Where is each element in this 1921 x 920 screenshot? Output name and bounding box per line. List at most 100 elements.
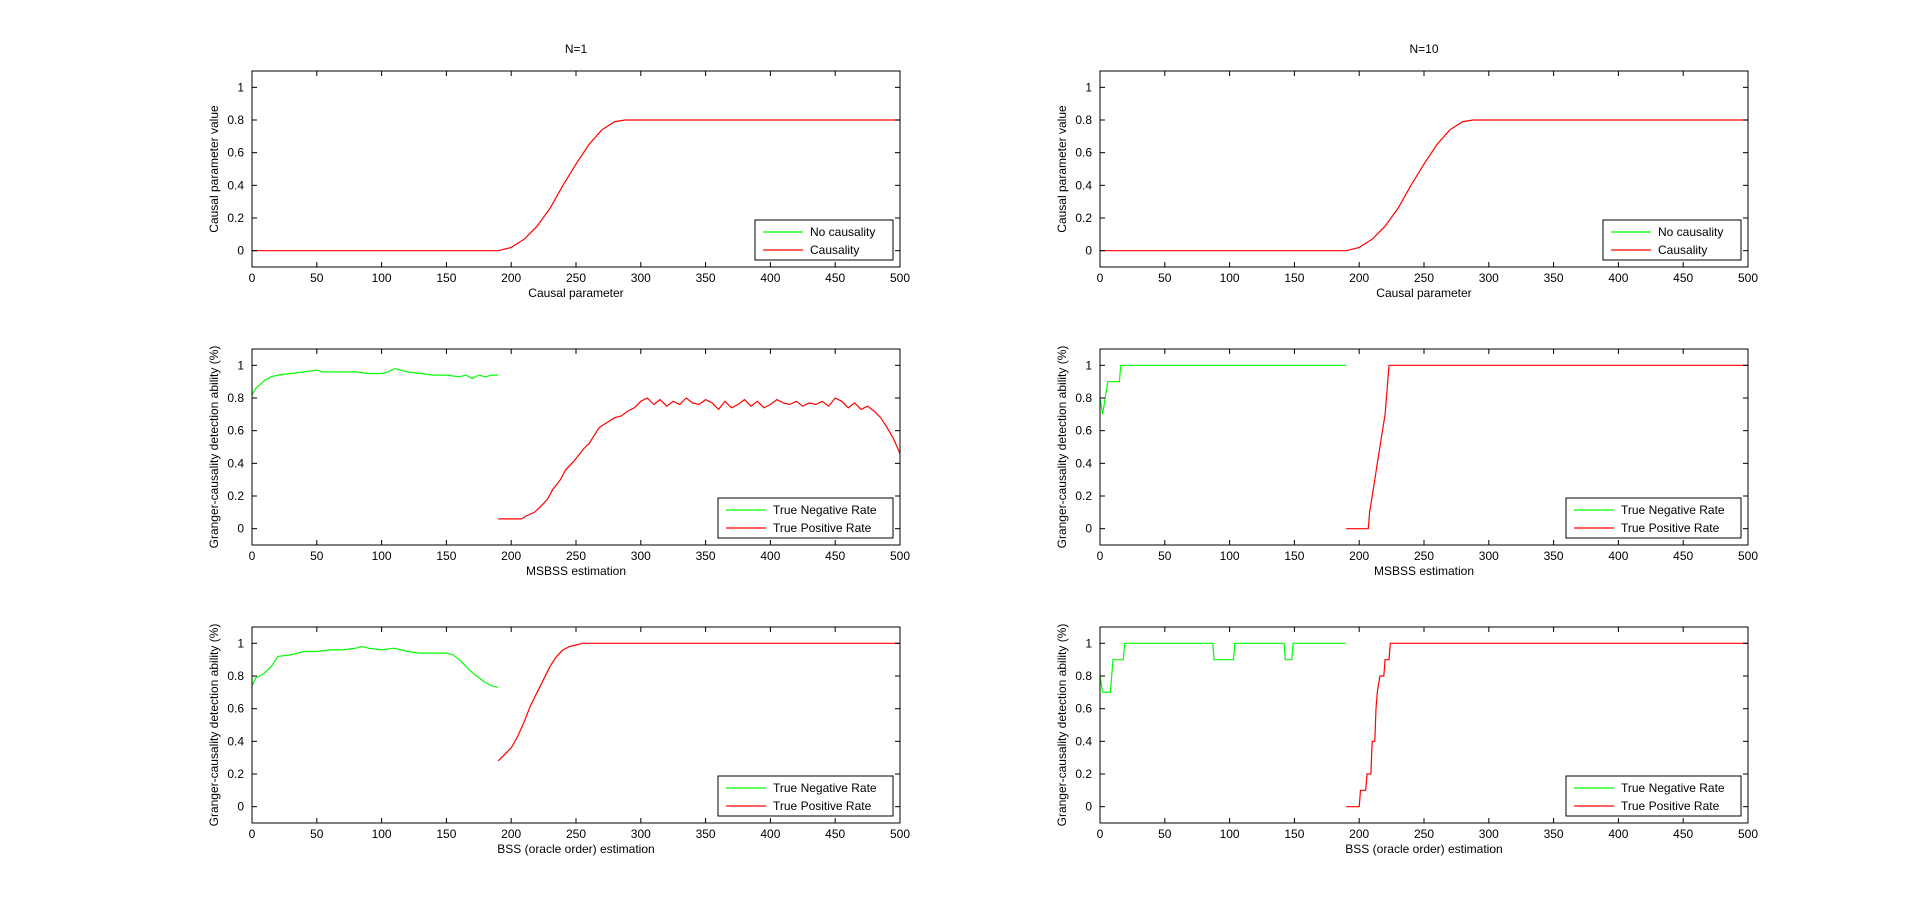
p1-x-tick-label: 50 bbox=[310, 271, 324, 285]
p3-x-tick-label: 150 bbox=[436, 549, 456, 563]
p2-x-tick-label: 150 bbox=[1284, 271, 1304, 285]
p6-x-tick-label: 400 bbox=[1608, 827, 1628, 841]
p2-y-tick-label: 0.4 bbox=[1075, 178, 1092, 192]
p4-y-tick-label: 0 bbox=[1085, 522, 1092, 536]
p1-legend-entry: Causality bbox=[810, 243, 859, 257]
p2-y-tick-label: 1 bbox=[1085, 80, 1092, 94]
p6-y-tick-label: 0.8 bbox=[1075, 669, 1092, 683]
p5-legend-entry: True Negative Rate bbox=[773, 781, 877, 795]
p4-x-tick-label: 100 bbox=[1220, 549, 1240, 563]
p6-x-axis-label: BSS (oracle order) estimation bbox=[1345, 842, 1502, 856]
p6-x-tick-label: 300 bbox=[1479, 827, 1499, 841]
p2-x-tick-label: 100 bbox=[1220, 271, 1240, 285]
p5-x-tick-label: 450 bbox=[825, 827, 845, 841]
p5-x-tick-label: 150 bbox=[436, 827, 456, 841]
p2-x-tick-label: 450 bbox=[1673, 271, 1693, 285]
p1-x-tick-label: 500 bbox=[890, 271, 910, 285]
p4-x-axis-label: MSBSS estimation bbox=[1374, 564, 1474, 578]
p2-x-tick-label: 300 bbox=[1479, 271, 1499, 285]
p3-y-tick-label: 0.8 bbox=[227, 391, 244, 405]
p2-y-tick-label: 0.2 bbox=[1075, 211, 1092, 225]
p1-x-tick-label: 200 bbox=[501, 271, 521, 285]
p2-y-axis-label: Causal parameter value bbox=[1055, 105, 1069, 233]
p3-y-axis-label: Granger-causality detection ability (%) bbox=[207, 346, 221, 549]
p4-x-tick-label: 450 bbox=[1673, 549, 1693, 563]
p1-legend-entry: No causality bbox=[810, 225, 875, 239]
p4-y-tick-label: 0.6 bbox=[1075, 424, 1092, 438]
p4-legend-entry: True Negative Rate bbox=[1621, 503, 1725, 517]
p6-chart: 0 50 100 150 200 250 300 350 400 450 500 0 0.2 0.4 0.6… bbox=[1055, 624, 1758, 856]
p1-x-axis-label: Causal parameter bbox=[528, 286, 623, 300]
p5-x-tick-label: 0 bbox=[249, 827, 256, 841]
p4-series-positive-line bbox=[1346, 364, 1748, 530]
p3-x-tick-label: 400 bbox=[760, 549, 780, 563]
p2-x-tick-label: 400 bbox=[1608, 271, 1628, 285]
p3-x-tick-label: 350 bbox=[696, 549, 716, 563]
p2-y-tick-label: 0 bbox=[1085, 244, 1092, 258]
p6-legend-entry: True Negative Rate bbox=[1621, 781, 1725, 795]
p1-x-tick-label: 100 bbox=[372, 271, 392, 285]
p4-x-tick-label: 50 bbox=[1158, 549, 1172, 563]
p4-x-tick-label: 300 bbox=[1479, 549, 1499, 563]
p6-legend-box bbox=[1565, 775, 1742, 817]
p6-y-tick-label: 0 bbox=[1085, 800, 1092, 814]
p4-legend-box bbox=[1565, 497, 1742, 539]
p1-x-tick-label: 0 bbox=[249, 271, 256, 285]
p2-x-axis-label: Causal parameter bbox=[1376, 286, 1471, 300]
p4-x-tick-label: 400 bbox=[1608, 549, 1628, 563]
p2-x-tick-label: 0 bbox=[1097, 271, 1104, 285]
p1-x-tick-label: 450 bbox=[825, 271, 845, 285]
p3-y-tick-label: 1 bbox=[237, 358, 244, 372]
p2-legend-box bbox=[1602, 219, 1742, 261]
p3-series-negative-line bbox=[251, 367, 499, 396]
p3-y-tick-label: 0.6 bbox=[227, 424, 244, 438]
p3-chart: 0 50 100 150 200 250 300 350 400 450 500 0 0.2 0.4 0.6… bbox=[207, 346, 910, 578]
p6-y-axis-label: Granger-causality detection ability (%) bbox=[1055, 624, 1069, 827]
p5-series-positive-line bbox=[497, 642, 900, 762]
p3-x-tick-label: 50 bbox=[310, 549, 324, 563]
p5-legend-entry: True Positive Rate bbox=[773, 799, 872, 813]
p3-y-tick-label: 0 bbox=[237, 522, 244, 536]
p2-title: N=10 bbox=[1409, 42, 1438, 56]
p5-x-axis-label: BSS (oracle order) estimation bbox=[497, 842, 654, 856]
p3-x-tick-label: 300 bbox=[631, 549, 651, 563]
p4-x-tick-label: 250 bbox=[1414, 549, 1434, 563]
p6-x-tick-label: 450 bbox=[1673, 827, 1693, 841]
p5-x-tick-label: 500 bbox=[890, 827, 910, 841]
p4-x-tick-label: 150 bbox=[1284, 549, 1304, 563]
p3-x-tick-label: 100 bbox=[372, 549, 392, 563]
p1-y-tick-label: 0.2 bbox=[227, 211, 244, 225]
p6-series-positive-line bbox=[1346, 642, 1748, 808]
p2-x-tick-label: 50 bbox=[1158, 271, 1172, 285]
p5-x-tick-label: 400 bbox=[760, 827, 780, 841]
p2-chart: N=10 0 50 100 150 200 250 300 350 400 450 500 0 0.2 0.… bbox=[1055, 42, 1758, 300]
p1-chart: N=1 0 50 100 150 200 250 300 350 400 450 500 0 0.2 0.4… bbox=[207, 42, 910, 300]
p2-x-tick-label: 500 bbox=[1738, 271, 1758, 285]
p3-series-positive-line bbox=[498, 397, 901, 520]
p4-y-axis-label: Granger-causality detection ability (%) bbox=[1055, 346, 1069, 549]
p1-title: N=1 bbox=[565, 42, 588, 56]
p4-x-tick-label: 200 bbox=[1349, 549, 1369, 563]
p3-y-tick-label: 0.4 bbox=[227, 456, 244, 470]
p6-x-tick-label: 200 bbox=[1349, 827, 1369, 841]
p5-y-tick-label: 0.4 bbox=[227, 734, 244, 748]
p1-y-tick-label: 0.6 bbox=[227, 146, 244, 160]
p2-y-tick-label: 0.6 bbox=[1075, 146, 1092, 160]
p6-x-tick-label: 150 bbox=[1284, 827, 1304, 841]
p4-chart: 0 50 100 150 200 250 300 350 400 450 500 0 0.2 0.4 0.6… bbox=[1055, 346, 1758, 578]
p5-y-axis-label: Granger-causality detection ability (%) bbox=[207, 624, 221, 827]
p5-x-tick-label: 350 bbox=[696, 827, 716, 841]
p1-x-tick-label: 400 bbox=[760, 271, 780, 285]
p5-y-tick-label: 0.6 bbox=[227, 702, 244, 716]
p4-x-tick-label: 0 bbox=[1097, 549, 1104, 563]
p6-series-negative-line bbox=[1099, 642, 1347, 693]
p6-y-tick-label: 0.2 bbox=[1075, 767, 1092, 781]
p4-y-tick-label: 0.4 bbox=[1075, 456, 1092, 470]
p5-x-tick-label: 50 bbox=[310, 827, 324, 841]
p3-x-tick-label: 450 bbox=[825, 549, 845, 563]
p1-x-tick-label: 300 bbox=[631, 271, 651, 285]
p1-y-tick-label: 1 bbox=[237, 80, 244, 94]
p3-legend-box bbox=[717, 497, 894, 539]
p1-y-tick-label: 0 bbox=[237, 244, 244, 258]
p2-series-positive-line bbox=[1100, 119, 1748, 252]
